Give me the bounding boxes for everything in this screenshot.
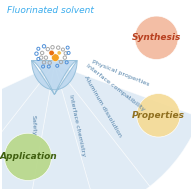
Text: Safety: Safety bbox=[31, 114, 36, 135]
Text: Fluorinated solvent: Fluorinated solvent bbox=[7, 6, 94, 15]
Text: Interface chemistry: Interface chemistry bbox=[68, 94, 86, 157]
Circle shape bbox=[57, 51, 61, 55]
Wedge shape bbox=[27, 64, 97, 189]
Wedge shape bbox=[54, 64, 192, 186]
Circle shape bbox=[4, 133, 52, 180]
Circle shape bbox=[137, 94, 180, 137]
Wedge shape bbox=[54, 64, 150, 189]
Wedge shape bbox=[0, 64, 54, 186]
Text: Aluminum dissolution: Aluminum dissolution bbox=[83, 75, 122, 138]
Wedge shape bbox=[0, 64, 54, 189]
Circle shape bbox=[52, 54, 59, 61]
Polygon shape bbox=[32, 60, 77, 94]
Circle shape bbox=[135, 16, 178, 60]
Text: Application: Application bbox=[0, 152, 57, 161]
Text: Interface compatibility: Interface compatibility bbox=[84, 63, 145, 112]
Text: Properties: Properties bbox=[132, 111, 185, 120]
Circle shape bbox=[49, 50, 54, 56]
Text: Synthesis: Synthesis bbox=[132, 33, 181, 42]
Text: Physical properties: Physical properties bbox=[91, 59, 150, 87]
